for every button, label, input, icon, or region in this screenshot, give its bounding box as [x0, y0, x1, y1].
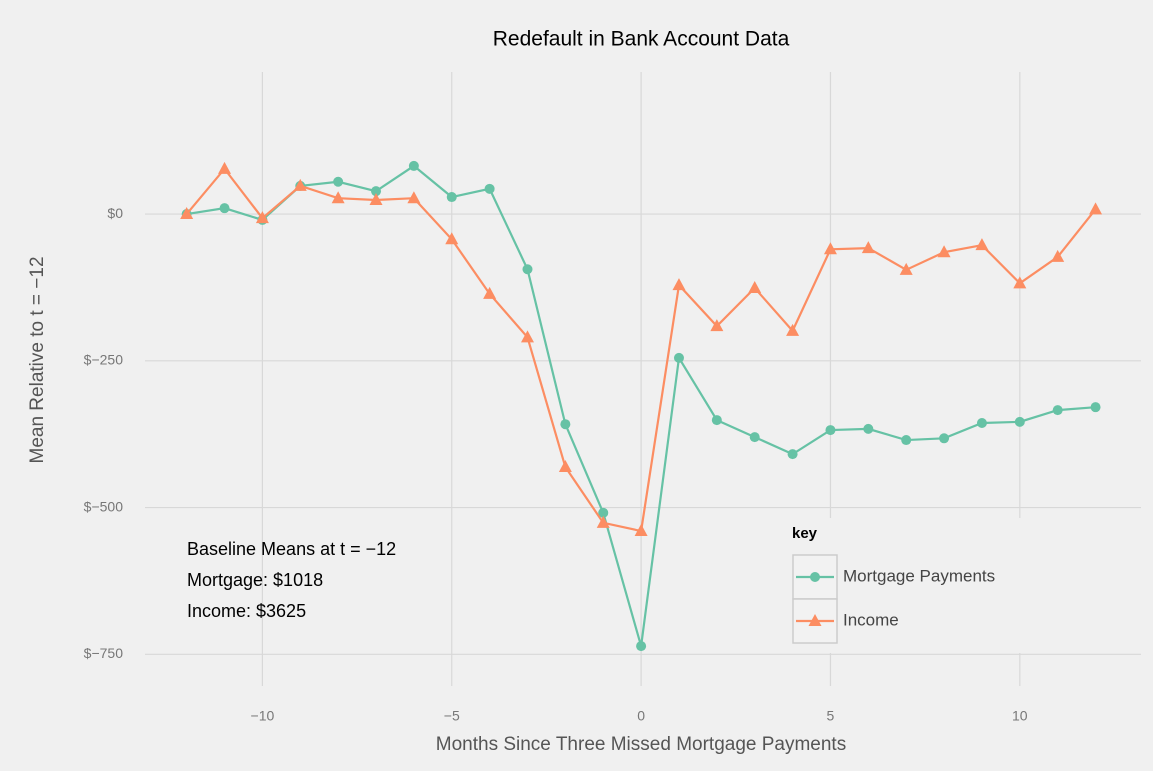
data-point — [219, 203, 230, 214]
data-point — [598, 507, 609, 518]
data-point — [255, 211, 269, 224]
data-point — [711, 415, 722, 426]
data-point — [748, 281, 762, 294]
data-point — [672, 278, 686, 291]
data-point — [787, 449, 798, 460]
data-point — [901, 435, 912, 446]
data-point — [749, 432, 760, 443]
y-tick-label: $−500 — [84, 498, 124, 514]
y-tick-label: $0 — [107, 205, 123, 221]
data-point — [899, 262, 913, 275]
data-point — [1090, 402, 1101, 413]
legend-marker — [810, 572, 820, 582]
x-tick-label: −10 — [251, 708, 275, 724]
data-point — [407, 191, 421, 204]
legend-label: Income — [843, 610, 899, 629]
data-point — [1089, 202, 1103, 215]
data-point — [331, 191, 345, 204]
annotation: Mortgage: $1018 — [187, 570, 323, 590]
annotation: Baseline Means at t = −12 — [187, 539, 396, 559]
legend-label: Mortgage Payments — [843, 566, 995, 585]
data-point — [825, 425, 836, 436]
data-point — [445, 232, 459, 245]
data-point — [1013, 276, 1027, 289]
y-tick-label: $−250 — [84, 352, 124, 368]
data-point — [1051, 249, 1065, 262]
data-point — [976, 418, 987, 429]
data-point — [975, 238, 989, 251]
chart-title: Redefault in Bank Account Data — [493, 28, 790, 51]
data-point — [483, 286, 497, 299]
data-point — [861, 241, 875, 254]
data-point — [520, 330, 534, 343]
legend-title: key — [792, 525, 818, 542]
x-tick-label: 10 — [1012, 708, 1028, 724]
data-point — [408, 160, 419, 171]
x-tick-label: −5 — [444, 708, 460, 724]
data-point — [710, 319, 724, 332]
data-point — [863, 423, 874, 434]
data-point — [636, 641, 647, 652]
data-point — [937, 245, 951, 258]
legend-marker — [808, 614, 822, 626]
data-point — [634, 524, 648, 537]
data-point — [823, 242, 837, 255]
x-tick-label: 0 — [637, 708, 645, 724]
data-point — [369, 192, 383, 205]
data-point — [218, 161, 232, 174]
data-point — [180, 207, 194, 220]
y-axis-title: Mean Relative to t = −12 — [27, 256, 48, 463]
data-point — [371, 186, 382, 197]
data-point — [484, 183, 495, 194]
data-point — [446, 192, 457, 203]
data-point — [522, 264, 533, 275]
data-point — [333, 176, 344, 187]
data-point — [1052, 405, 1063, 416]
y-tick-label: $−750 — [84, 645, 124, 661]
data-point — [786, 323, 800, 336]
x-tick-label: 5 — [827, 708, 835, 724]
x-axis-title: Months Since Three Missed Mortgage Payme… — [436, 734, 846, 755]
data-point — [293, 178, 307, 191]
annotation: Income: $3625 — [187, 601, 306, 621]
data-point — [673, 352, 684, 363]
data-point — [558, 460, 572, 473]
data-point — [560, 419, 571, 430]
data-point — [596, 515, 610, 528]
data-point — [1014, 416, 1025, 427]
data-point — [939, 433, 950, 444]
